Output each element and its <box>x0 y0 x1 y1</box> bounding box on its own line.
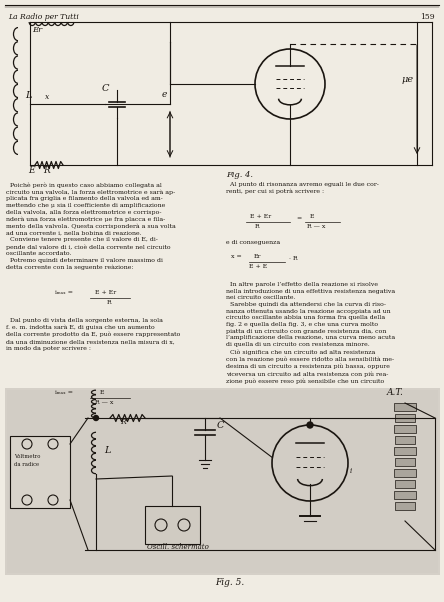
Text: E + Er: E + Er <box>250 214 271 219</box>
Text: Dal punto di vista della sorgente esterna, la sola
f. e. m. indotta sarà E, di g: Dal punto di vista della sorgente estern… <box>6 318 180 351</box>
Text: E: E <box>28 166 35 175</box>
Text: R: R <box>43 166 50 175</box>
Text: iₘₐₓ =: iₘₐₓ = <box>55 390 73 395</box>
Text: L: L <box>104 446 111 455</box>
Text: Er: Er <box>254 254 262 259</box>
Bar <box>395 414 415 422</box>
Text: μe: μe <box>402 75 414 84</box>
Text: R': R' <box>120 418 128 426</box>
Bar <box>395 436 415 444</box>
Text: E: E <box>310 214 314 219</box>
Text: x: x <box>45 93 49 101</box>
Text: E: E <box>100 390 104 395</box>
Text: Fig. 4.: Fig. 4. <box>226 171 254 179</box>
Text: Al punto di risonanza avremo eguali le due cor-
renti, per cui si potrà scrivere: Al punto di risonanza avremo eguali le d… <box>226 182 379 194</box>
Bar <box>394 469 416 477</box>
Bar <box>395 502 415 510</box>
Text: =: = <box>296 216 301 221</box>
Text: A.T.: A.T. <box>387 388 404 397</box>
Bar <box>395 480 415 488</box>
Circle shape <box>307 422 313 428</box>
Text: R: R <box>107 300 111 305</box>
Text: Poichè però in questo caso abbiamo collegata al
circuito una valvola, la forza e: Poichè però in questo caso abbiamo colle… <box>6 182 176 270</box>
Text: E + Er: E + Er <box>95 290 116 295</box>
Bar <box>145 506 200 544</box>
Bar <box>7 390 438 573</box>
Bar <box>5 388 440 575</box>
Text: x =: x = <box>231 254 242 259</box>
Bar <box>394 447 416 455</box>
Text: R — x: R — x <box>95 400 113 405</box>
Text: C: C <box>217 421 225 430</box>
Text: Fig. 5.: Fig. 5. <box>215 578 245 587</box>
Bar <box>394 491 416 499</box>
Bar <box>395 458 415 466</box>
Text: R: R <box>255 224 260 229</box>
Bar <box>10 436 70 508</box>
Text: In altre parole l’effetto della reazione si risolve
nella introduzione di una ef: In altre parole l’effetto della reazione… <box>226 282 395 384</box>
Text: e di conseguenza: e di conseguenza <box>226 240 280 245</box>
Text: e: e <box>162 90 167 99</box>
Text: Er: Er <box>32 26 42 34</box>
Text: R — x: R — x <box>307 224 325 229</box>
Text: iₘₐₓ =: iₘₐₓ = <box>55 290 73 295</box>
Text: Voltmetro: Voltmetro <box>14 454 40 459</box>
Text: da radice: da radice <box>14 462 39 467</box>
Bar <box>394 403 416 411</box>
Text: E + E: E + E <box>249 264 267 269</box>
Bar <box>394 425 416 433</box>
Text: 159: 159 <box>420 13 435 21</box>
Text: · R: · R <box>289 256 297 261</box>
Text: C: C <box>102 84 110 93</box>
Circle shape <box>94 415 99 421</box>
Text: L: L <box>25 92 32 101</box>
Text: Oscill. schermato: Oscill. schermato <box>147 543 209 551</box>
Text: i: i <box>350 467 352 475</box>
Text: La Radio per Tutti: La Radio per Tutti <box>8 13 79 21</box>
